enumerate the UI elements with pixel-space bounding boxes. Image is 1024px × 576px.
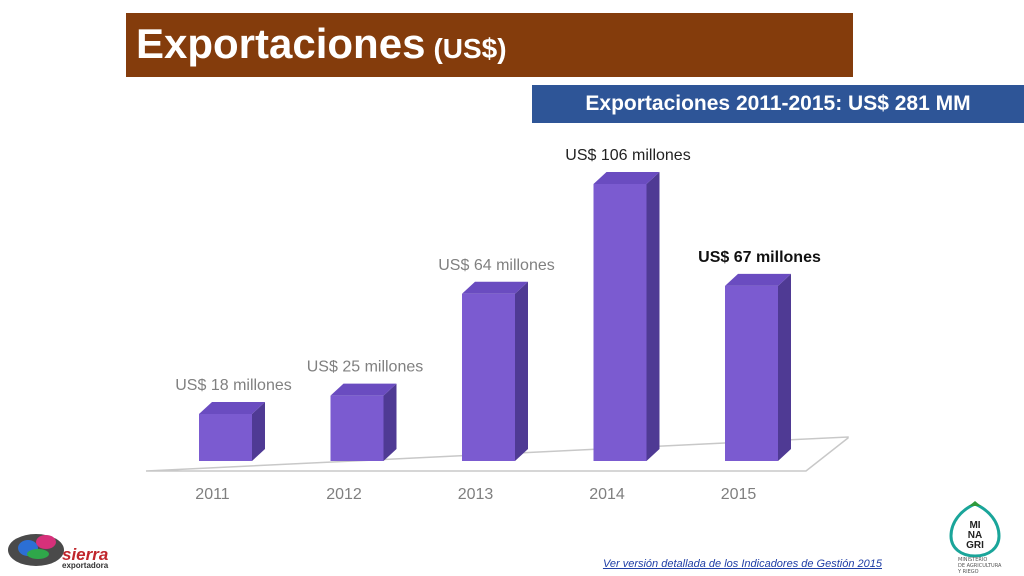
- data-label-2012: US$ 25 millones: [307, 359, 424, 376]
- x-tick-2012: 2012: [326, 486, 362, 503]
- minagri-line1: MI: [969, 520, 980, 531]
- minagri-caption: MINISTERIO DE AGRICULTURA Y RIEGO: [958, 557, 1018, 575]
- minagri-caption-2: DE AGRICULTURA: [958, 563, 1002, 569]
- bar-chart: US$ 18 millones US$ 25 millones US$ 64 mil…: [145, 147, 849, 503]
- summary-box: Exportaciones 2011-2015: US$ 281 MM: [532, 85, 1024, 123]
- data-label-2014: US$ 106 millones: [565, 147, 690, 164]
- x-tick-2015: 2015: [721, 486, 757, 503]
- x-tick-2014: 2014: [589, 486, 625, 503]
- minagri-line3: GRI: [966, 540, 984, 551]
- bar-side-2015: [778, 273, 791, 461]
- bar-2014: [593, 184, 647, 461]
- logo-left-line1: sierra: [62, 545, 108, 564]
- bar-top-2013: [462, 281, 528, 294]
- bar-2013: [462, 293, 515, 461]
- minagri-caption-3: Y RIEGO: [958, 569, 979, 575]
- indicators-link[interactable]: Ver versión detallada de los Indicadores…: [602, 558, 882, 570]
- minagri-line2: NA: [968, 530, 982, 541]
- bar-side-2012: [383, 383, 397, 461]
- x-tick-2011: 2011: [195, 486, 230, 503]
- sierra-exportadora-logo: sierra exportadora: [8, 534, 109, 570]
- bar-2012: [330, 395, 384, 461]
- title-suffix: (US$): [433, 33, 507, 64]
- page-title: Exportaciones (US$): [136, 19, 507, 74]
- data-label-2015: US$ 67 millones: [698, 249, 821, 266]
- bar-side-2013: [515, 281, 528, 461]
- bar-2011: [199, 413, 252, 461]
- bar-2015: [725, 285, 778, 461]
- title-bar: Exportaciones (US$): [126, 13, 853, 77]
- x-tick-2013: 2013: [458, 486, 494, 503]
- bar-side-2011: [252, 401, 265, 461]
- logo-left-line2: exportadora: [62, 561, 109, 570]
- data-label-2013: US$ 64 millones: [438, 257, 555, 274]
- minagri-logo: MI NA GRI: [949, 501, 1001, 558]
- title-main: Exportaciones: [136, 20, 426, 67]
- bar-top-2014: [593, 172, 660, 184]
- minagri-caption-1: MINISTERIO: [958, 557, 988, 563]
- bar-top-2015: [725, 273, 791, 286]
- bar-top-2011: [199, 401, 265, 414]
- bar-side-2014: [646, 172, 660, 461]
- bar-top-2012: [330, 383, 397, 396]
- data-label-2011: US$ 18 millones: [175, 377, 292, 394]
